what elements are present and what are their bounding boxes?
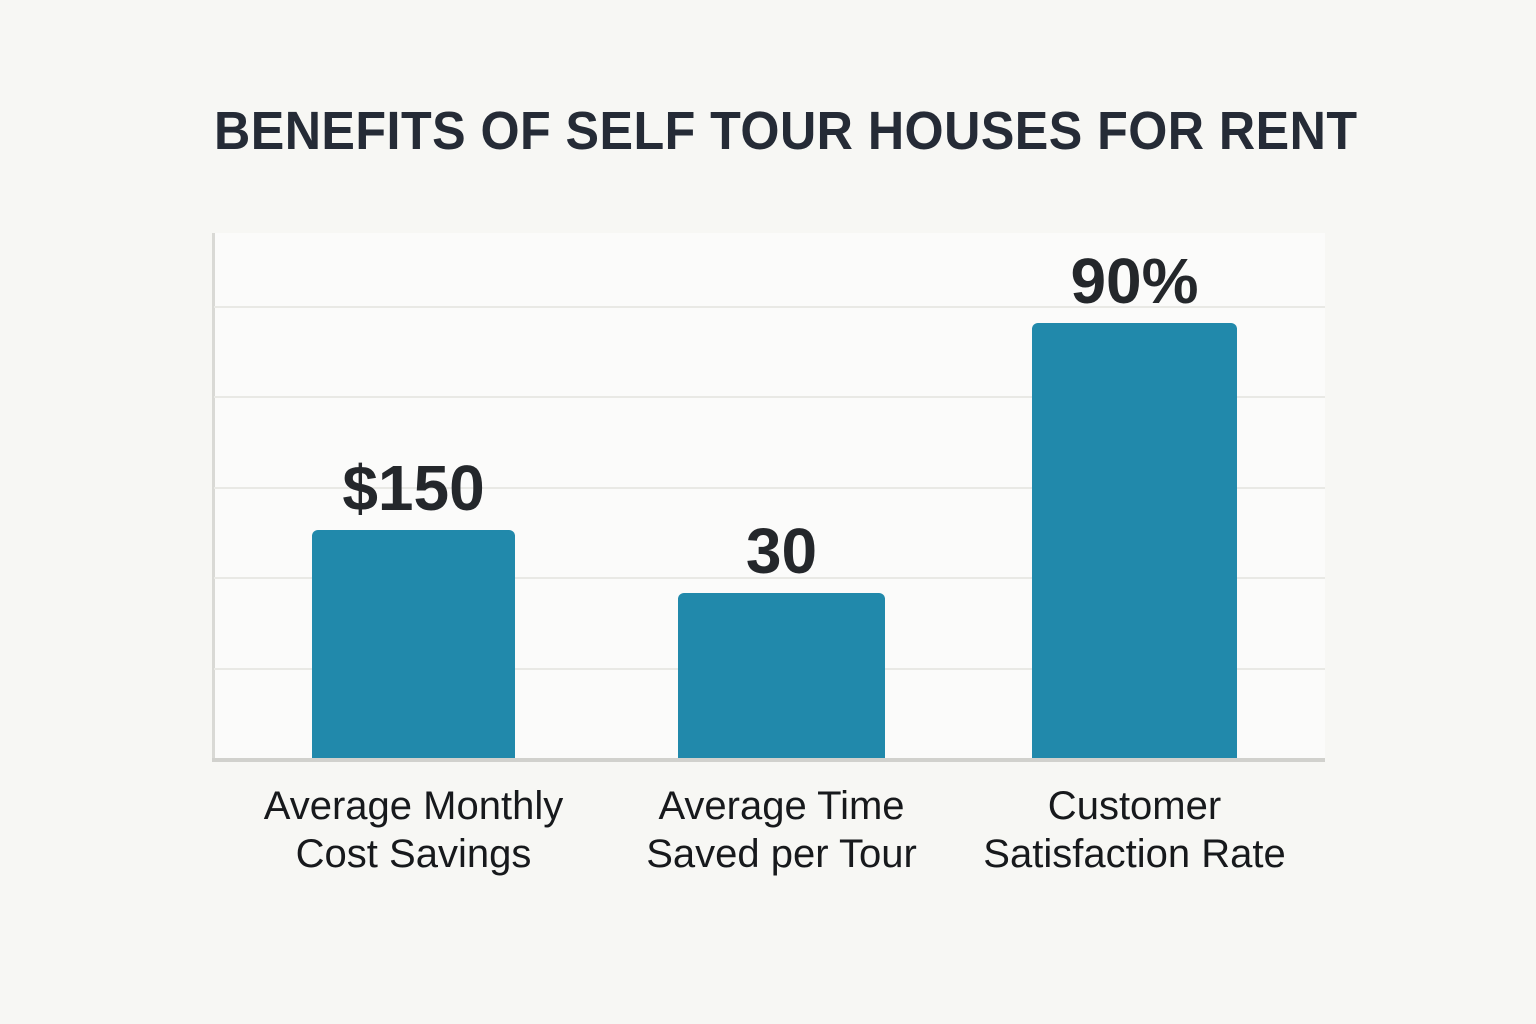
gridline bbox=[214, 306, 1325, 308]
plot-area: $150 30 90% bbox=[212, 233, 1325, 762]
category-label-line: Customer bbox=[1047, 784, 1222, 828]
category-label-3: Customer Satisfaction Rate bbox=[983, 782, 1285, 878]
value-label-2: 30 bbox=[745, 515, 818, 587]
y-axis-line bbox=[212, 233, 215, 762]
category-label-line: Average Time bbox=[658, 784, 905, 828]
bar-2 bbox=[678, 593, 885, 758]
gridline bbox=[214, 577, 1325, 579]
value-label-1: $150 bbox=[342, 452, 485, 524]
category-label-line: Average Monthly bbox=[263, 784, 564, 828]
bar-1 bbox=[312, 530, 515, 758]
category-label-line: Cost Savings bbox=[295, 832, 532, 876]
category-label-1: Average Monthly Cost Savings bbox=[264, 782, 563, 878]
bar-3 bbox=[1032, 323, 1237, 758]
value-label-3: 90% bbox=[1070, 245, 1199, 317]
gridline bbox=[214, 487, 1325, 489]
chart-title: BENEFITS OF SELF TOUR HOUSES FOR RENT bbox=[214, 101, 1358, 161]
x-axis-line bbox=[212, 758, 1325, 762]
category-label-2: Average Time Saved per Tour bbox=[646, 782, 917, 878]
category-label-line: Satisfaction Rate bbox=[983, 832, 1286, 876]
gridline bbox=[214, 396, 1325, 398]
category-label-line: Saved per Tour bbox=[646, 832, 917, 876]
